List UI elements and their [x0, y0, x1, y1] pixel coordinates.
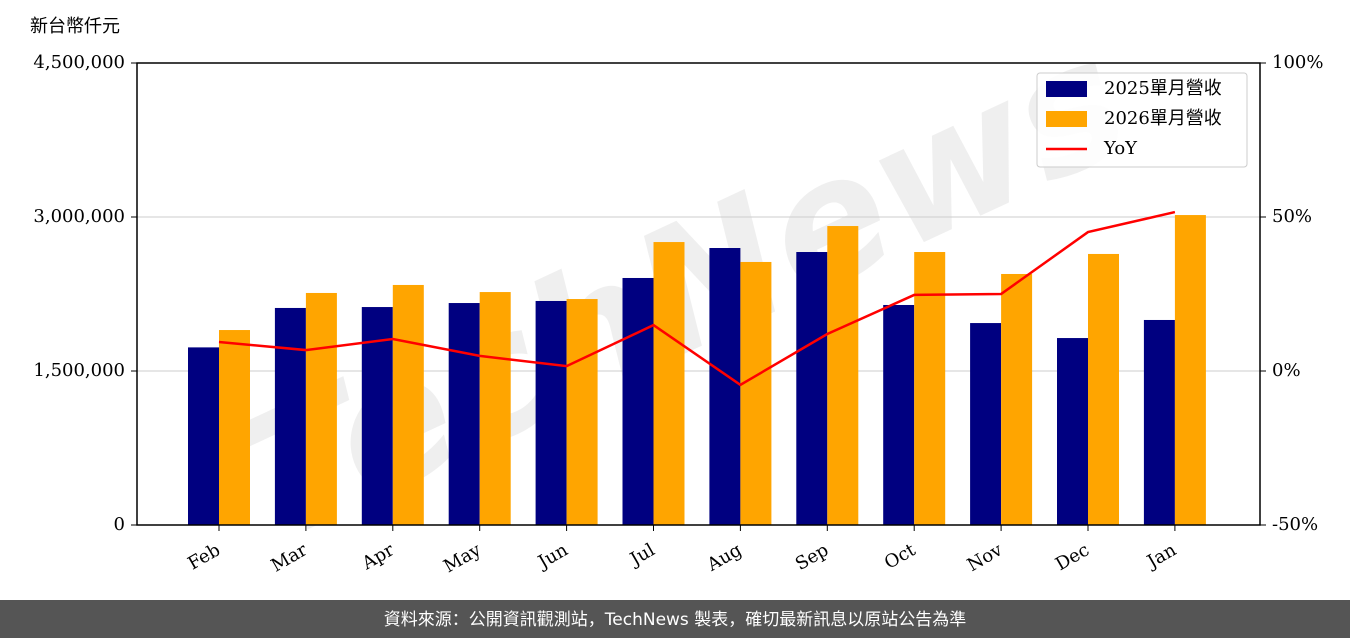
bar	[709, 248, 741, 525]
x-tick-label: Jan	[1142, 539, 1180, 573]
x-tick-label: Oct	[881, 539, 920, 574]
bar	[1057, 338, 1088, 525]
bar	[535, 300, 567, 525]
footer-bar	[0, 600, 1350, 638]
y2-tick-label: 50%	[1272, 206, 1312, 227]
x-tick-label: Sep	[792, 539, 832, 574]
bar	[566, 299, 598, 525]
bar	[448, 303, 480, 525]
legend-swatch	[1046, 111, 1087, 127]
x-tick-label: Jun	[533, 539, 572, 574]
x-tick-label: Nov	[964, 539, 1007, 576]
bar	[1088, 253, 1119, 525]
bar	[653, 242, 685, 525]
bar	[796, 252, 828, 525]
source-note: 資料來源：公開資訊觀測站，TechNews 製表，確切最新訊息以原站公告為準	[384, 610, 966, 630]
y2-tick-label: -50%	[1272, 514, 1318, 535]
bar	[883, 304, 915, 525]
bar	[914, 252, 946, 525]
bar	[970, 323, 1002, 525]
y-tick-label: 1,500,000	[33, 360, 125, 381]
bar	[392, 284, 424, 525]
yoy-line	[218, 210, 1176, 387]
legend: 2025單月營收 2026單月營收 YoY	[1036, 72, 1248, 168]
legend-box	[1036, 72, 1248, 168]
bar	[1174, 215, 1206, 526]
legend-label: 2025單月營收	[1104, 78, 1222, 99]
y-tick-label: 0	[114, 514, 125, 535]
plot-frame	[136, 62, 1261, 526]
bar	[1143, 319, 1175, 525]
bar	[740, 261, 772, 525]
x-tick-label: May	[440, 539, 485, 577]
bar	[305, 292, 337, 525]
legend-label: YoY	[1103, 138, 1138, 159]
y2-tick-label: 0%	[1272, 360, 1301, 381]
legend-label: 2026單月營收	[1104, 108, 1222, 129]
x-tick-label: Aug	[703, 539, 746, 576]
bar	[188, 347, 219, 525]
bar	[219, 330, 250, 525]
bar	[479, 292, 511, 525]
bar	[274, 307, 306, 525]
x-tick-label: Dec	[1052, 539, 1093, 575]
unit-label: 新台幣仟元	[30, 16, 120, 37]
y2-tick-label: 100%	[1272, 52, 1323, 73]
x-tick-label: Feb	[184, 539, 224, 574]
bar	[1001, 273, 1033, 525]
x-tick-label: Jul	[625, 539, 659, 571]
y-tick-label: 4,500,000	[33, 52, 125, 73]
bar	[622, 277, 654, 525]
bar	[827, 226, 859, 525]
legend-swatch	[1046, 81, 1087, 97]
y-tick-label: 3,000,000	[33, 206, 125, 227]
